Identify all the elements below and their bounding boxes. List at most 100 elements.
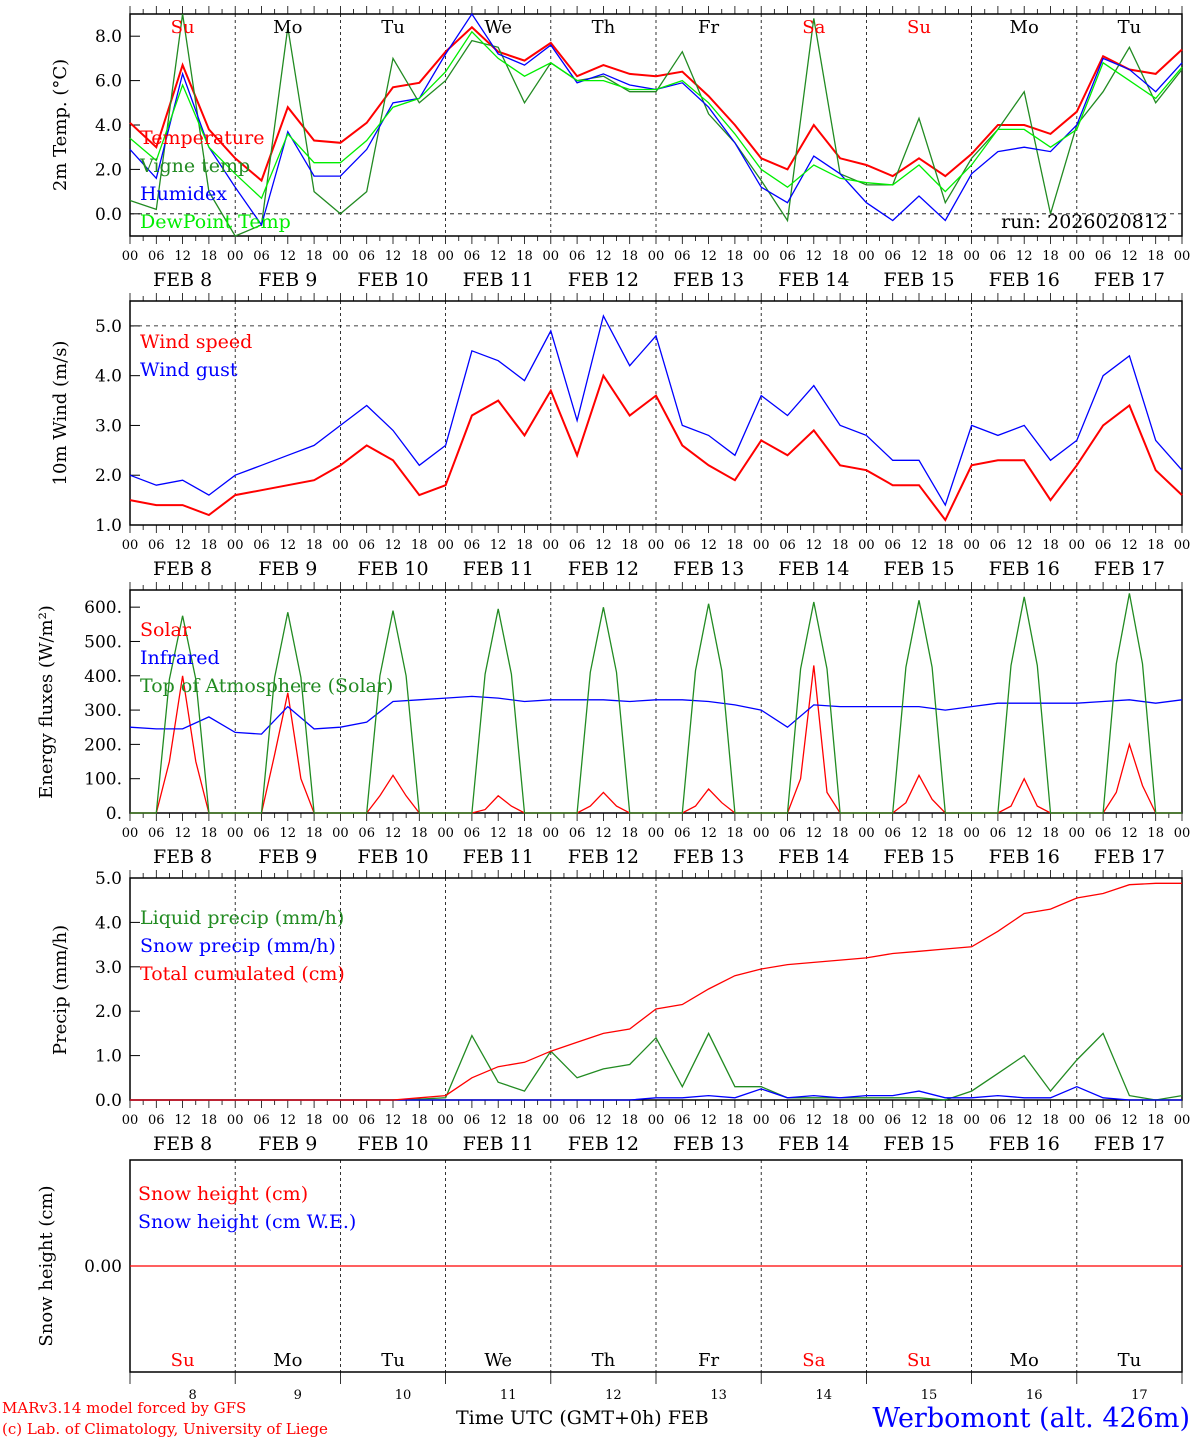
day-label: Th xyxy=(592,1350,616,1371)
date-label: FEB 12 xyxy=(568,558,639,580)
day-number: 16 xyxy=(1026,1388,1043,1403)
day-number: 9 xyxy=(294,1388,302,1403)
hour-label: 06 xyxy=(464,1113,481,1128)
day-label: Su xyxy=(171,1350,195,1371)
hour-label: 00 xyxy=(858,249,875,264)
hour-label: 00 xyxy=(1174,538,1191,553)
hour-label: 06 xyxy=(148,826,165,841)
hour-label: 00 xyxy=(332,1113,349,1128)
hour-label: 12 xyxy=(911,1113,928,1128)
hour-label: 12 xyxy=(174,1113,191,1128)
legend-humidex: Humidex xyxy=(140,183,227,205)
date-label: FEB 15 xyxy=(883,269,954,291)
date-label: FEB 17 xyxy=(1094,1133,1165,1155)
hour-label: 18 xyxy=(1042,826,1059,841)
hour-label: 12 xyxy=(911,538,928,553)
hour-label: 12 xyxy=(1016,538,1033,553)
hour-label: 06 xyxy=(358,826,375,841)
hour-label: 12 xyxy=(174,249,191,264)
day-number: 13 xyxy=(710,1388,727,1403)
y-tick-label: 4.0 xyxy=(95,367,122,387)
hour-label: 18 xyxy=(937,538,954,553)
run-annotation: run: 2026020812 xyxy=(1001,211,1168,233)
hour-label: 18 xyxy=(411,249,428,264)
series-line-wind-gust xyxy=(129,314,1183,507)
hour-label: 00 xyxy=(963,249,980,264)
date-label: FEB 13 xyxy=(673,1133,744,1155)
series-line-temperature xyxy=(129,25,1183,183)
hour-label: 06 xyxy=(990,249,1007,264)
date-label: FEB 16 xyxy=(989,558,1060,580)
date-label: FEB 16 xyxy=(989,269,1060,291)
legend-wind-gust: Wind gust xyxy=(140,359,238,381)
day-label: Mo xyxy=(273,17,302,38)
hour-label: 06 xyxy=(674,249,691,264)
hour-label: 18 xyxy=(516,538,533,553)
hour-label: 18 xyxy=(1147,1113,1164,1128)
day-label: Tu xyxy=(1118,17,1142,38)
hour-label: 00 xyxy=(1174,249,1191,264)
hour-label: 00 xyxy=(227,249,244,264)
hour-label: 06 xyxy=(779,826,796,841)
hour-label: 06 xyxy=(884,249,901,264)
hour-label: 12 xyxy=(1121,538,1138,553)
hour-label: 12 xyxy=(280,249,297,264)
date-label: FEB 12 xyxy=(568,1133,639,1155)
hour-label: 06 xyxy=(464,538,481,553)
date-label: FEB 11 xyxy=(463,1133,534,1155)
hour-label: 12 xyxy=(490,1113,507,1128)
hour-label: 06 xyxy=(148,538,165,553)
hour-label: 06 xyxy=(569,1113,586,1128)
hour-label: 00 xyxy=(122,249,139,264)
hour-label: 12 xyxy=(911,826,928,841)
y-tick-label: 4.0 xyxy=(95,116,122,136)
hour-label: 00 xyxy=(122,826,139,841)
date-label: FEB 8 xyxy=(153,846,212,868)
hour-label: 00 xyxy=(648,249,665,264)
hour-label: 06 xyxy=(358,538,375,553)
hour-label: 12 xyxy=(595,1113,612,1128)
day-label: We xyxy=(484,1350,512,1371)
hour-label: 00 xyxy=(963,826,980,841)
hour-label: 06 xyxy=(253,1113,270,1128)
legend-toa-solar: Top of Atmosphere (Solar) xyxy=(140,675,393,697)
day-label: Su xyxy=(907,1350,931,1371)
hour-label: 18 xyxy=(1042,1113,1059,1128)
hour-label: 12 xyxy=(806,538,823,553)
hour-label: 18 xyxy=(411,1113,428,1128)
hour-label: 18 xyxy=(1042,249,1059,264)
hour-label: 00 xyxy=(1069,1113,1086,1128)
legend-infrared: Infrared xyxy=(140,647,220,669)
hour-label: 06 xyxy=(253,249,270,264)
day-label: Tu xyxy=(1118,1350,1142,1371)
hour-label: 00 xyxy=(648,826,665,841)
hour-label: 00 xyxy=(1174,826,1191,841)
hour-label: 12 xyxy=(280,826,297,841)
date-label: FEB 14 xyxy=(778,846,849,868)
hour-label: 18 xyxy=(832,249,849,264)
series-line-wind-speed xyxy=(129,373,1183,522)
hour-label: 18 xyxy=(201,249,218,264)
y-tick-label: 8.0 xyxy=(95,27,122,47)
temp-y-label: 2m Temp. (°C) xyxy=(50,59,71,191)
hour-label: 00 xyxy=(543,826,560,841)
hour-label: 06 xyxy=(674,1113,691,1128)
hour-label: 06 xyxy=(779,249,796,264)
date-label: FEB 14 xyxy=(778,1133,849,1155)
day-label: Fr xyxy=(698,1350,719,1371)
y-tick-label: 5.0 xyxy=(95,317,122,337)
date-label: FEB 13 xyxy=(673,846,744,868)
legend-wind-speed: Wind speed xyxy=(140,331,252,353)
hour-label: 00 xyxy=(753,249,770,264)
plot-frame xyxy=(129,300,1183,526)
date-label: FEB 10 xyxy=(357,269,428,291)
hour-label: 06 xyxy=(569,249,586,264)
day-number: 8 xyxy=(188,1388,196,1403)
hour-label: 00 xyxy=(753,826,770,841)
y-tick-label: 400. xyxy=(84,667,122,687)
hour-label: 18 xyxy=(621,538,638,553)
hour-label: 12 xyxy=(806,1113,823,1128)
legend-solar: Solar xyxy=(140,619,192,641)
hour-label: 12 xyxy=(490,249,507,264)
